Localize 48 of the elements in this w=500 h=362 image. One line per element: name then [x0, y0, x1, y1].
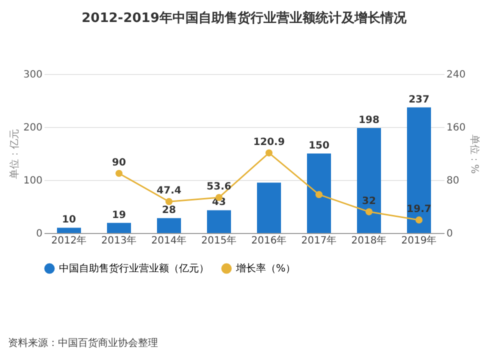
x-tick-label: 2016年 [251, 234, 287, 246]
y-tick-label: 100 [23, 176, 42, 186]
x-tick-label: 2017年 [301, 234, 337, 246]
legend-label: 中国自助售货行业营业额（亿元） [59, 262, 209, 275]
point [165, 198, 173, 206]
bar [307, 154, 331, 233]
y-axis-title: 单位：亿元 [8, 129, 20, 179]
x-tick-label: 2013年 [101, 234, 137, 246]
y2-axis-title: 单位：% [468, 134, 481, 174]
y-tick-label: 200 [23, 122, 42, 134]
legend-label: 增长率（%） [235, 262, 296, 275]
data-label: 32 [362, 196, 376, 207]
bar [157, 218, 181, 233]
point [365, 208, 373, 216]
data-label: 198 [358, 115, 380, 126]
data-label: 53.6 [206, 181, 232, 192]
x-tick-label: 2018年 [351, 234, 387, 246]
x-tick-label: 2019年 [401, 234, 437, 246]
y2-tick-label: 0 [446, 228, 453, 240]
data-label: 150 [308, 140, 330, 152]
data-label: 237 [408, 94, 430, 106]
point [315, 191, 323, 198]
data-label: 19 [112, 210, 126, 221]
x-tick-label: 2012年 [51, 234, 87, 246]
x-tick-label: 2015年 [201, 234, 237, 246]
point [115, 170, 123, 177]
data-label: 28 [162, 205, 176, 216]
bar [407, 107, 431, 233]
data-label: 120.9 [253, 136, 285, 148]
data-label: 90 [112, 157, 126, 168]
y2-tick-label: 80 [446, 176, 460, 186]
text: 资料来源：中国百货商业协会整理 [8, 336, 158, 350]
x-tick-label: 2014年 [151, 234, 187, 246]
y2-tick-label: 240 [446, 70, 466, 80]
y2-tick-label: 160 [446, 122, 466, 134]
data-label: 47.4 [156, 186, 182, 197]
bar [57, 228, 81, 233]
chart-title: 2012-2019年中国自助售货行业营业额统计及增长情况 [82, 10, 408, 26]
data-label: 19.7 [406, 204, 432, 215]
point [265, 149, 273, 156]
data-label: 10 [62, 214, 76, 226]
y-tick-label: 300 [23, 70, 42, 80]
point [415, 216, 423, 224]
bar [357, 128, 381, 233]
bar [257, 182, 281, 233]
y-tick-label: 0 [36, 228, 42, 240]
bar [107, 222, 131, 233]
bar [207, 210, 231, 233]
